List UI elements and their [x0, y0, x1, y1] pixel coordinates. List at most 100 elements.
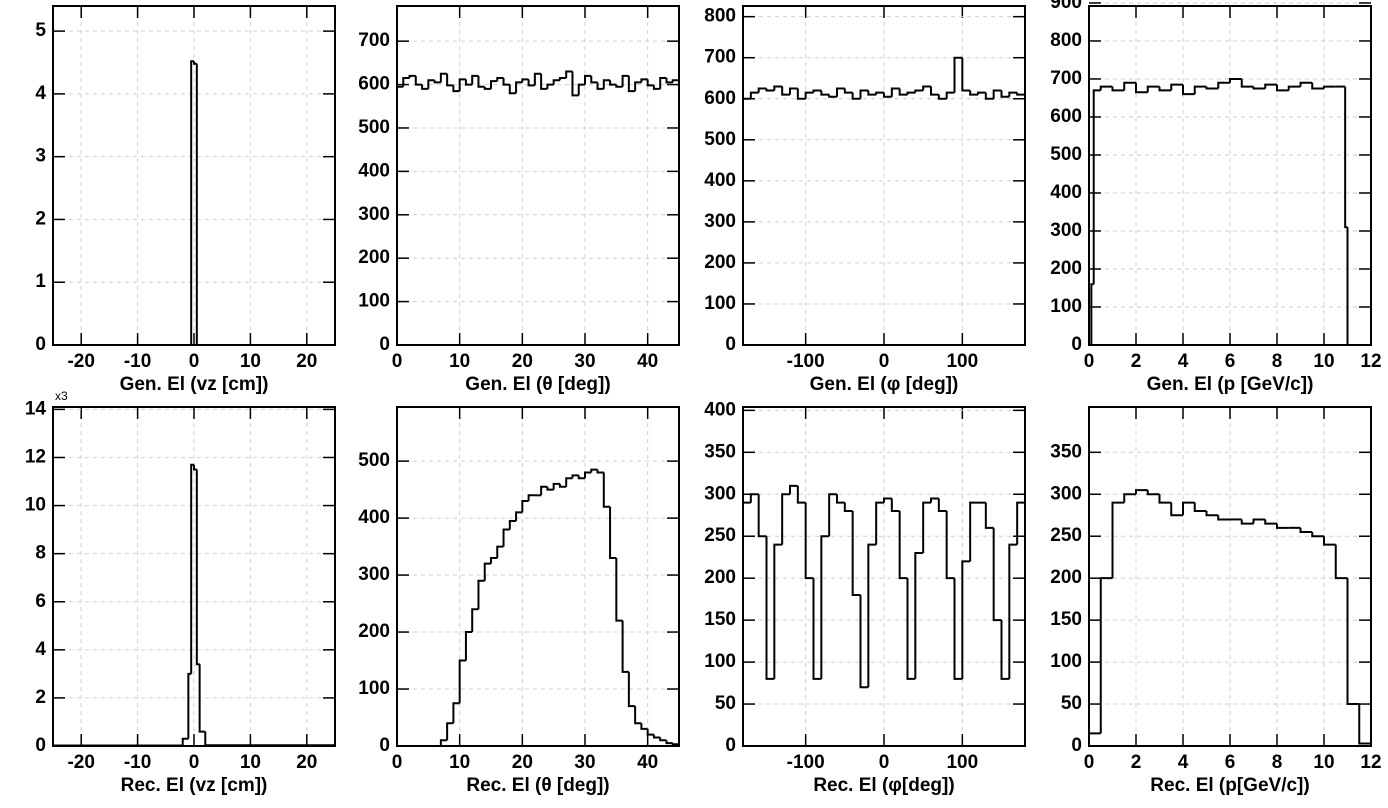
- y-tick-label: 600: [704, 88, 736, 109]
- histogram-bin: [609, 80, 617, 86]
- x-tick-label: 10: [449, 351, 470, 372]
- x-tick-label: 20: [512, 351, 533, 372]
- histogram-bin: [1346, 578, 1360, 706]
- histogram-bin: [634, 81, 642, 92]
- x-axis-label: Gen. El (φ [deg]): [810, 374, 959, 395]
- histogram-bin: [828, 94, 837, 98]
- histogram-bin: [890, 498, 900, 513]
- histogram-bin: [546, 83, 554, 89]
- x-tick-label: 10: [449, 752, 470, 773]
- histogram-bin: [402, 77, 410, 87]
- x-tick-label: -100: [787, 752, 825, 773]
- y-tick-label: 8: [35, 543, 46, 564]
- histogram-bin: [483, 562, 491, 581]
- y-tick-label: 700: [704, 47, 736, 68]
- x-tick-label: 10: [240, 752, 261, 773]
- histogram-bin: [1135, 489, 1148, 495]
- histogram-bin: [590, 468, 598, 473]
- histogram-bin: [1170, 83, 1183, 91]
- histogram-bin: [521, 500, 529, 513]
- histogram-bin: [953, 56, 963, 93]
- y-tick-label: 300: [358, 564, 390, 585]
- histogram-bin: [789, 87, 798, 95]
- histogram-bin: [195, 63, 335, 346]
- histogram-bin: [546, 486, 554, 491]
- histogram-bin: [898, 511, 908, 580]
- histogram-bin: [408, 74, 416, 79]
- histogram-bin: [527, 79, 535, 87]
- histogram-bin: [930, 497, 939, 503]
- y-tick-label: 250: [704, 525, 736, 546]
- histogram-bin: [812, 89, 822, 93]
- histogram-bin: [1193, 502, 1207, 513]
- histogram-bin: [190, 60, 194, 345]
- histogram-bin: [867, 543, 877, 688]
- y-tick-label: 4: [35, 639, 46, 660]
- histogram-bin: [883, 497, 892, 503]
- histogram-bin: [665, 740, 673, 745]
- histogram-bin: [859, 89, 869, 99]
- y-tick-label: 3: [35, 146, 46, 167]
- histogram-bin: [446, 722, 454, 741]
- histogram-bin: [890, 87, 900, 97]
- histogram-bin: [558, 77, 567, 81]
- y-tick-label: 200: [1050, 258, 1082, 279]
- x-axis-label: Rec. El (θ [deg]): [466, 775, 609, 796]
- histogram-bin: [749, 91, 759, 99]
- y-tick-label: 2: [35, 208, 46, 229]
- histogram-bin: [615, 84, 623, 88]
- y-tick-label: 350: [704, 441, 736, 462]
- histogram-bin: [1229, 77, 1242, 83]
- x-axis-label: Gen. El (vz [cm]): [120, 374, 269, 395]
- histogram-bin: [521, 78, 529, 83]
- histogram-bin: [867, 90, 877, 96]
- histogram-bin: [446, 73, 454, 87]
- histogram-bin: [914, 552, 924, 679]
- histogram-bin: [540, 73, 548, 90]
- x-tick-label: 4: [1178, 752, 1189, 773]
- y-tick-label: 250: [1050, 525, 1082, 546]
- histogram-bin: [875, 501, 884, 545]
- histogram-bin: [922, 501, 931, 554]
- histogram-bin: [1299, 527, 1313, 534]
- histogram-bin: [609, 506, 617, 559]
- histogram-bin: [1111, 501, 1125, 579]
- histogram-bin: [922, 85, 931, 91]
- histogram-bin: [527, 494, 535, 502]
- histogram-bin: [1008, 91, 1018, 97]
- y-tick-label: 150: [1050, 609, 1082, 630]
- histogram-bin: [1123, 493, 1136, 503]
- x-tick-label: 2: [1131, 752, 1142, 773]
- y-tick-label: 200: [358, 621, 390, 642]
- x-tick-label: 8: [1272, 351, 1283, 372]
- y-tick-label: 200: [1050, 567, 1082, 588]
- histogram-bin: [969, 501, 978, 562]
- histogram-bin: [820, 90, 830, 96]
- x-tick-label: 100: [946, 351, 978, 372]
- y-tick-label: 400: [704, 399, 736, 420]
- histogram-bin: [765, 536, 775, 680]
- histogram-bin: [773, 543, 783, 679]
- x-tick-label: -100: [787, 351, 825, 372]
- x-tick-label: -20: [67, 351, 94, 372]
- x-axis-label: Gen. El (θ [deg]): [465, 374, 610, 395]
- x-tick-label: 10: [1313, 351, 1334, 372]
- histogram-bin: [477, 75, 485, 88]
- histogram-bin: [836, 87, 845, 97]
- histogram-bin: [1264, 519, 1277, 525]
- histogram-bin: [621, 620, 629, 673]
- histogram-bin: [471, 608, 479, 633]
- histogram-bin: [1358, 704, 1372, 746]
- histogram-bin: [953, 578, 963, 680]
- histogram-bin: [571, 474, 579, 479]
- y-tick-label: 300: [358, 204, 390, 225]
- histogram-bin: [843, 88, 853, 94]
- histogram-bin: [615, 557, 623, 622]
- histogram-bin: [665, 78, 673, 84]
- plot-frame: [1088, 406, 1372, 747]
- y-tick-label: 100: [358, 678, 390, 699]
- histogram-bin: [596, 82, 604, 90]
- histogram-bin: [1099, 85, 1113, 91]
- histogram-bin: [1346, 227, 1371, 346]
- histogram-bin: [414, 75, 423, 86]
